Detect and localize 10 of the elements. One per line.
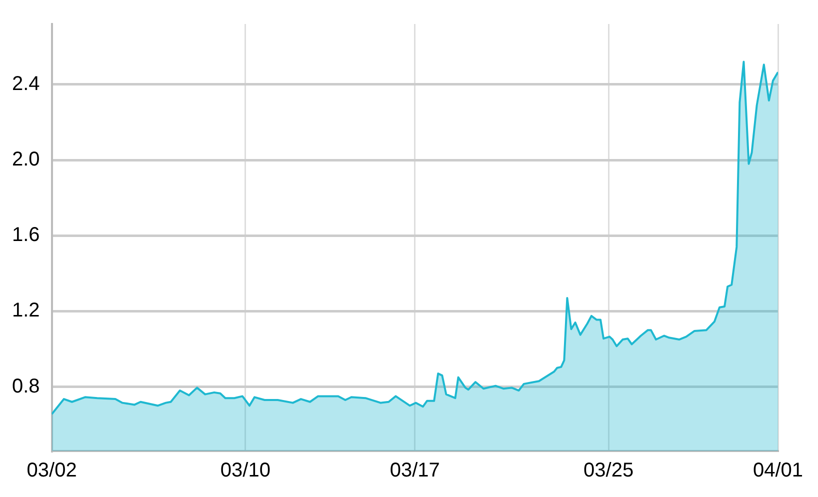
x-tick-label: 03/02 bbox=[26, 460, 77, 482]
x-tick-label: 03/25 bbox=[584, 460, 634, 482]
y-tick-label: 0.8 bbox=[12, 375, 40, 398]
y-tick-label: 1.2 bbox=[12, 300, 40, 322]
x-tick-label: 03/10 bbox=[220, 460, 270, 482]
x-tick-label: 04/01 bbox=[752, 460, 804, 482]
y-tick-label: 2.4 bbox=[12, 72, 40, 95]
x-tick-label: 03/17 bbox=[390, 460, 440, 482]
y-tick-label: 2.0 bbox=[12, 148, 40, 171]
y-tick-label: 1.6 bbox=[12, 224, 40, 246]
